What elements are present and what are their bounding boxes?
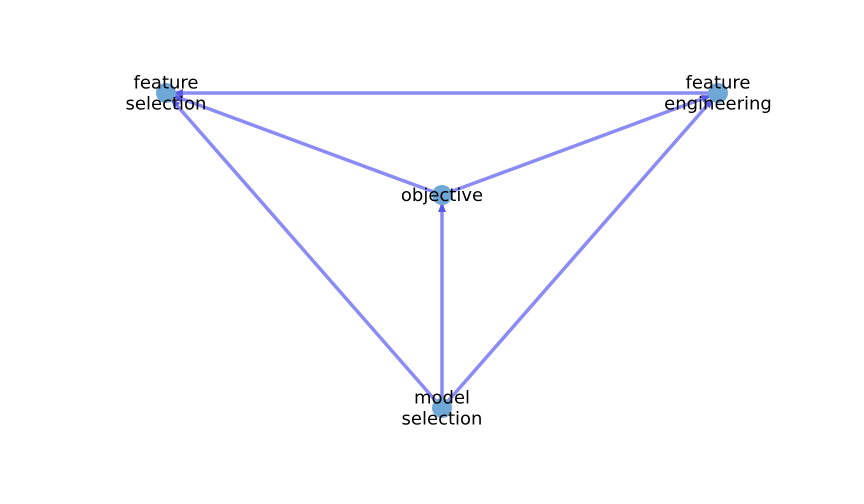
edge-model-selection-to-feature-engineering	[446, 97, 715, 403]
node-feature-engineering	[708, 83, 728, 103]
node-label-feature-engineering-line-0: feature	[686, 73, 751, 94]
node-objective	[432, 185, 452, 205]
node-feature-selection	[156, 83, 176, 103]
node-model-selection	[432, 398, 452, 418]
node-label-objective-line-0: objective	[401, 185, 483, 206]
edge-model-selection-to-feature-selection	[169, 97, 438, 403]
node-label-model-selection-line-0: model	[414, 388, 470, 409]
node-label-feature-engineering-line-1: engineering	[664, 94, 772, 115]
edge-objective-to-feature-engineering	[449, 94, 713, 194]
node-label-feature-selection-line-1: selection	[126, 94, 207, 115]
edge-objective-to-feature-selection	[171, 94, 435, 194]
node-label-feature-selection-line-0: feature	[134, 73, 199, 94]
labels-layer: featureselectionfeatureengineeringobject…	[126, 73, 772, 430]
nodes-layer	[156, 83, 728, 418]
edges-layer	[169, 89, 715, 403]
node-label-model-selection-line-1: selection	[402, 409, 483, 430]
